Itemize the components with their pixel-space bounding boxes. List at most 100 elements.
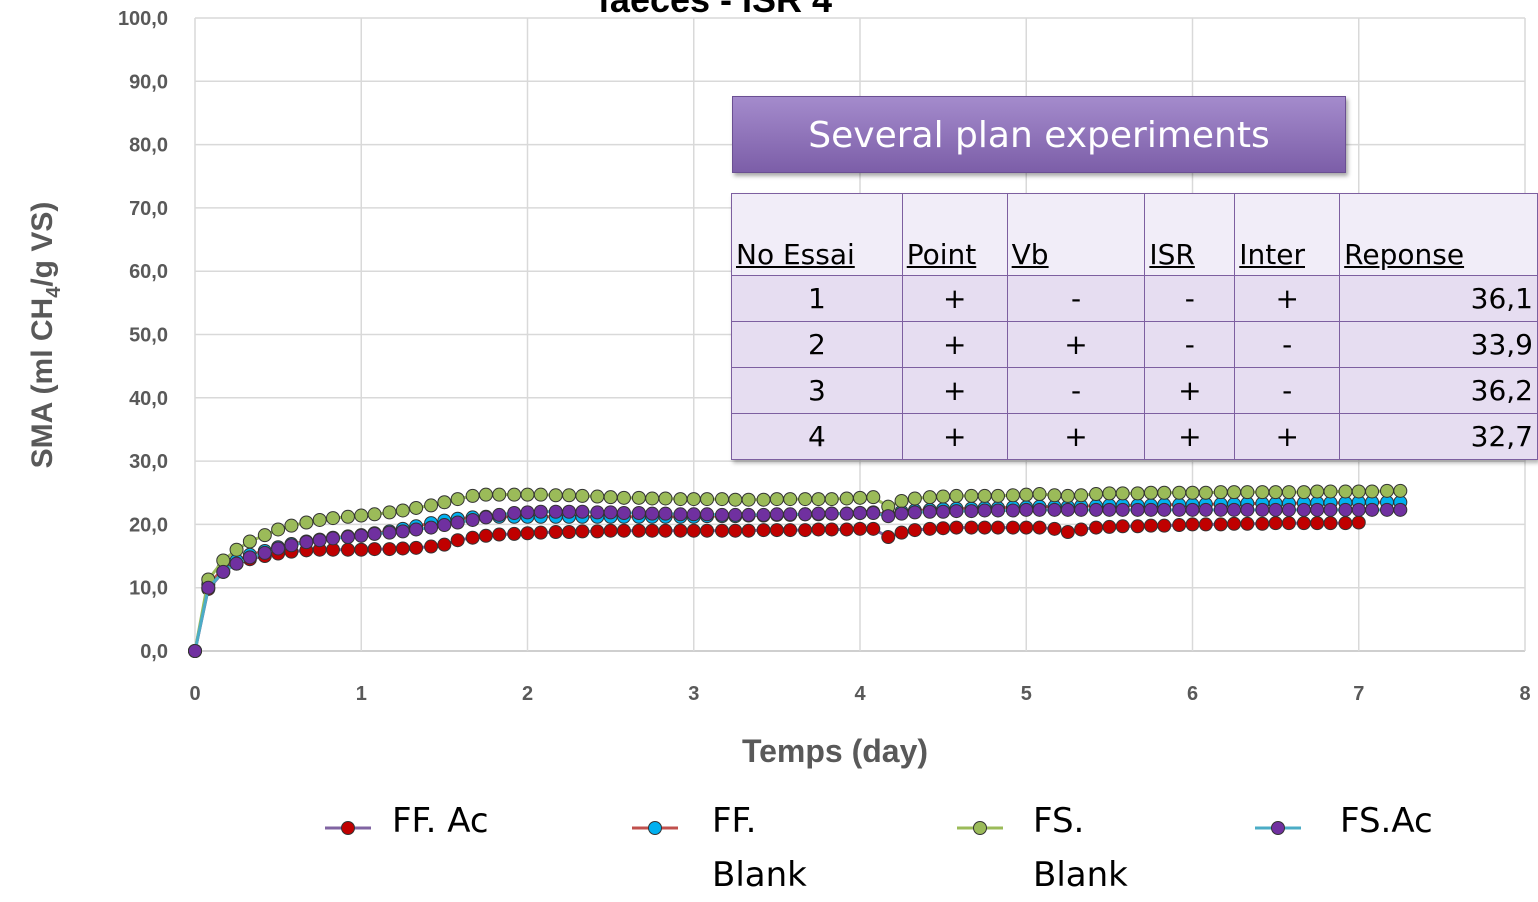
data-point [1240,502,1255,517]
data-point [616,523,631,538]
data-point [590,505,605,520]
x-tick-label: 4 [854,683,866,705]
data-point [1323,516,1338,531]
data-point [949,488,964,503]
data-point [437,495,452,510]
data-point [990,488,1005,503]
data-point [1296,516,1311,531]
table-cell: 36,1 [1339,275,1538,322]
y-tick-label: 70,0 [129,198,168,220]
data-point [271,522,286,537]
data-point [977,488,992,503]
data-point [201,580,216,595]
data-point [728,492,743,507]
data-point [340,542,355,557]
data-point [257,528,272,543]
data-point [367,507,382,522]
table-cell: 3 [731,367,903,414]
data-point [520,526,535,541]
data-point [616,506,631,521]
data-point [1323,502,1338,517]
data-point [382,542,397,557]
y-tick-label: 0,0 [140,641,168,663]
data-point [1157,518,1172,533]
data-point [465,512,480,527]
data-point [1047,502,1062,517]
data-point [769,492,784,507]
table-cell: + [1234,413,1341,460]
series-line [193,521,1359,652]
table-cell: - [1144,275,1236,322]
table-cell: + [901,321,1008,368]
data-point [1115,519,1130,534]
data-point [603,490,618,505]
data-point [354,528,369,543]
data-point [1255,502,1270,517]
data-point [257,545,272,560]
data-point [811,492,826,507]
data-point [409,522,424,537]
data-point [1240,485,1255,500]
data-point [1019,502,1034,517]
data-point [645,491,660,506]
data-point [229,542,244,557]
data-point [1281,485,1296,500]
data-point [1032,520,1047,535]
data-point [1185,485,1200,500]
data-point [1323,484,1338,499]
y-tick-label: 100,0 [118,8,168,30]
data-point [741,492,756,507]
data-point [853,490,867,505]
data-point [1172,518,1187,533]
table-cell: + [1006,413,1146,460]
data-point [686,507,701,522]
data-point [1089,520,1104,535]
data-point [382,505,397,520]
header-cell: ISR [1144,193,1236,276]
data-point [741,507,756,522]
data-point [964,504,979,519]
data-point [894,525,909,540]
data-point [977,503,992,518]
data-point [1032,502,1047,517]
data-point [478,510,493,525]
data-point [1060,488,1075,503]
y-axis-title: SMA (ml CH4/g VS) [26,202,65,469]
data-point [949,520,964,535]
data-point [603,523,618,538]
data-point [1380,483,1395,498]
x-tick-label: 7 [1353,683,1364,705]
data-point [783,523,798,538]
data-point [1074,488,1089,503]
data-point [1005,520,1020,535]
data-point [1351,515,1366,530]
data-point [424,539,439,554]
table-cell: + [1144,413,1236,460]
data-point [354,542,369,557]
table-cell: + [901,413,1008,460]
data-point [616,490,631,505]
legend-marker [648,821,662,835]
data-point [658,491,673,506]
data-point [1310,516,1325,531]
data-point [1130,519,1145,534]
data-point [299,515,314,530]
data-point [1157,502,1172,517]
data-point [1019,520,1034,535]
x-tick-label: 8 [1519,683,1530,705]
data-point [964,488,979,503]
data-point [1338,502,1353,517]
data-point [866,490,881,505]
data-point [631,490,646,505]
data-point [700,507,715,522]
table-cell: - [1234,367,1341,414]
data-point [312,512,327,527]
data-point [1296,485,1311,500]
legend-label: FF. Ac [392,801,489,841]
data-point [354,508,369,523]
data-point [1060,524,1075,539]
table-row: 3 + - + -36,2 [731,367,1538,414]
x-axis-title: Temps (day) [742,733,928,769]
data-point [1380,502,1395,517]
data-point [936,489,951,504]
